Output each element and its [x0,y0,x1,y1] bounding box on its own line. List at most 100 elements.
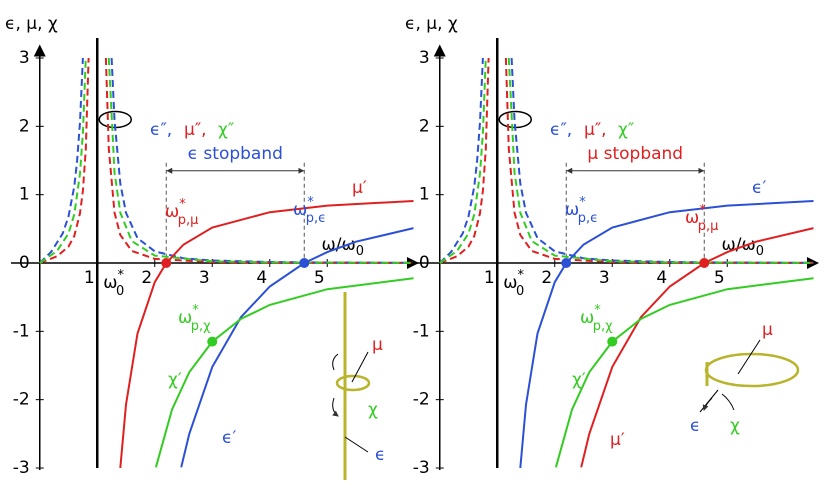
curve-label: μ′ [610,430,625,450]
inset-label: χ [730,416,740,436]
point [161,258,172,268]
point [207,336,218,347]
rich-label: ω* 0 [103,268,124,299]
label-sub: p,μ [698,219,719,234]
series-line [180,227,414,468]
series-line [39,57,414,264]
rich-label: ω* p,ϵ [565,195,598,226]
rich-label: ω* p,μ [165,197,198,228]
x-tick-label: 1 [484,268,495,288]
curve-label: ϵ′ [752,178,766,198]
label-sup: * [518,268,525,283]
label-base: ω [565,200,579,220]
x-tick-label: 3 [199,268,210,288]
label-sub: 0 [516,284,524,299]
y-tick-label: -3 [13,458,30,478]
y-tick-label: 3 [419,48,430,68]
x-tick-label: 5 [314,268,325,288]
label-sub: p,ϵ [578,211,598,226]
x-tick-label: 5 [714,268,725,288]
label-base: ω [503,273,517,293]
inset-arrows [333,353,338,416]
x-tick-label: 2 [541,268,552,288]
curve-label: ϵ′ [222,428,236,448]
series-line [439,57,814,264]
label-sub: p,μ [178,213,199,228]
point [561,258,572,268]
curve-label: χ′ [572,370,586,390]
x-tick-label: 3 [599,268,610,288]
series-line [580,227,814,468]
y-tick-label: -2 [13,390,30,410]
rich-label: ω* p,ϵ [293,195,326,226]
y-tick-label: -2 [413,390,430,410]
y-tick-label: 0 [419,253,430,273]
label-sub: 0 [116,284,124,299]
y-tick-label: -1 [413,321,430,341]
point [299,258,310,268]
label-base: ω [685,208,699,228]
rich-label: ω* p,μ [685,203,718,234]
label-base: ω/ω [722,235,756,255]
legend-entry: μ″, [184,120,207,140]
x-tick-label: 2 [141,268,152,288]
legend-entry: ϵ″, [550,120,572,140]
label-base: ω [178,308,192,328]
series-line [39,57,414,264]
label-sup: * [179,197,186,212]
inset-label: ϵ [375,445,385,465]
inset-leader [344,351,369,453]
label-base: ω [103,273,117,293]
series-line [554,277,814,468]
label-sub: 0 [356,244,364,259]
y-tick-label: 0 [19,253,30,273]
y-tick-label: -3 [413,458,430,478]
rich-label: ω* p,χ [580,303,613,334]
label-sup: * [118,268,125,283]
label-base: ω [293,200,307,220]
legend-entry: μ″, [584,120,607,140]
label-base: ω/ω [322,235,356,255]
point [699,258,710,268]
inset-arrows [704,393,735,410]
label-sup: * [579,195,586,210]
inset-loop [335,374,371,392]
label-sub: p,ϵ [306,211,326,226]
series-line [39,57,414,264]
curve-label: χ′ [168,370,182,390]
stopband-label: μ stopband [587,144,683,164]
inset-label: μ [762,320,773,340]
legend-entry: ϵ″, [150,120,172,140]
axis-label: ϵ, μ, χ [405,14,458,34]
label-sup: * [307,195,314,210]
label-sub: p,χ [593,319,613,334]
label-sup: * [192,303,199,318]
y-tick-label: 3 [19,48,30,68]
label-base: ω [580,308,594,328]
inset-loop [704,352,800,388]
y-tick-label: -1 [13,321,30,341]
label-sub: 0 [756,244,764,259]
series-line [119,200,414,469]
inset-label: μ [372,335,383,355]
legend-entry: χ″ [618,120,634,140]
label-sup: * [594,303,601,318]
series-line [519,200,814,469]
axis-label: ϵ, μ, χ [5,14,58,34]
series-line [439,57,814,264]
rich-label: ω* 0 [503,268,524,299]
series-line [439,57,814,264]
point [607,336,618,347]
y-tick-label: 1 [19,185,30,205]
y-tick-label: 2 [19,116,30,136]
x-tick-label: 4 [656,268,667,288]
rich-label: ω* p,χ [178,303,211,334]
stopband-label: ϵ stopband [188,144,283,164]
inset-label: ϵ [690,416,700,436]
y-tick-label: 1 [419,185,430,205]
rich-label: ω/ω0 [722,235,764,259]
rich-label: ω/ω0 [322,235,364,259]
series-line [154,277,414,468]
